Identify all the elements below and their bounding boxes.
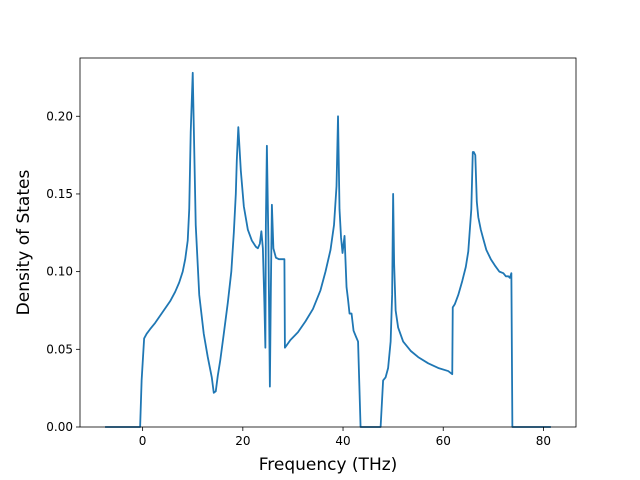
y-tick-label: 0.10 [46, 265, 73, 279]
plot-frame [79, 57, 577, 428]
x-tick-label: 20 [235, 434, 250, 448]
x-tick-label: 40 [335, 434, 350, 448]
y-axis-ticks: 0.00 0.05 0.10 0.15 0.20 [46, 109, 80, 434]
y-tick-label: 0.05 [46, 342, 73, 356]
x-tick-label: 0 [139, 434, 147, 448]
y-axis-label: Density of States [14, 170, 34, 316]
x-axis-ticks: 0 20 40 60 80 [139, 427, 551, 448]
y-tick-label: 0.20 [46, 109, 73, 123]
series-layer [105, 71, 551, 428]
x-tick-label: 80 [536, 434, 551, 448]
y-tick-label: 0.00 [46, 420, 73, 434]
x-axis-label: Frequency (THz) [259, 455, 398, 475]
x-tick-label: 60 [436, 434, 451, 448]
dos-series-line [105, 71, 551, 428]
y-tick-label: 0.15 [46, 187, 73, 201]
